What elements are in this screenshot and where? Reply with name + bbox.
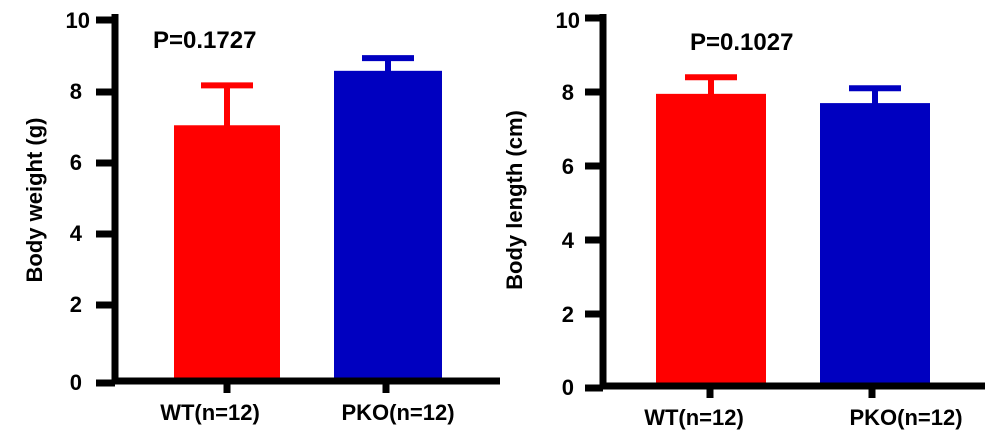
bar-pko	[334, 70, 442, 383]
x-tick-label-pko: PKO(n=12)	[849, 405, 962, 430]
chart-body-weight: Body weight (g) P=0.1727 0 2 4 6 8 10	[22, 8, 500, 425]
y-axis-label: Body weight (g)	[22, 118, 47, 283]
axes	[96, 14, 500, 393]
y-tick-label: 8	[70, 79, 82, 104]
error-bars	[685, 74, 901, 106]
y-tick-label: 8	[562, 80, 574, 105]
y-tick-label: 4	[562, 228, 575, 253]
y-tick-label: 2	[70, 292, 82, 317]
error-bar-wt	[201, 82, 253, 128]
y-axis-label: Body length (cm)	[502, 110, 527, 290]
y-tick-label: 0	[562, 375, 574, 400]
bar-wt	[656, 93, 766, 388]
bar-wt	[174, 125, 280, 384]
x-tick-label-wt: WT(n=12)	[644, 405, 744, 430]
axes	[585, 14, 985, 398]
chart-body-length: Body length (cm) P=0.1027 0 2 4 6 8 10	[502, 8, 985, 430]
x-tick-label-pko: PKO(n=12)	[341, 400, 454, 425]
error-bar-pko	[849, 85, 901, 106]
error-bar-pko	[362, 55, 414, 73]
x-tick-label-wt: WT(n=12)	[160, 400, 260, 425]
y-tick-label: 10	[556, 8, 580, 33]
p-value-annotation: P=0.1727	[153, 27, 256, 54]
y-tick-label: 2	[562, 302, 574, 327]
bars	[174, 70, 442, 384]
p-value-annotation: P=0.1027	[690, 29, 793, 56]
bar-pko	[820, 103, 930, 388]
y-ticks: 0 2 4 6 8 10	[66, 8, 90, 395]
y-tick-label: 6	[70, 150, 82, 175]
y-tick-label: 4	[70, 221, 83, 246]
y-tick-label: 6	[562, 154, 574, 179]
error-bars	[201, 55, 414, 128]
y-tick-label: 0	[70, 370, 82, 395]
y-tick-label: 10	[66, 8, 90, 33]
error-bar-wt	[685, 74, 737, 96]
y-ticks: 0 2 4 6 8 10	[556, 8, 580, 400]
bars	[656, 93, 930, 388]
